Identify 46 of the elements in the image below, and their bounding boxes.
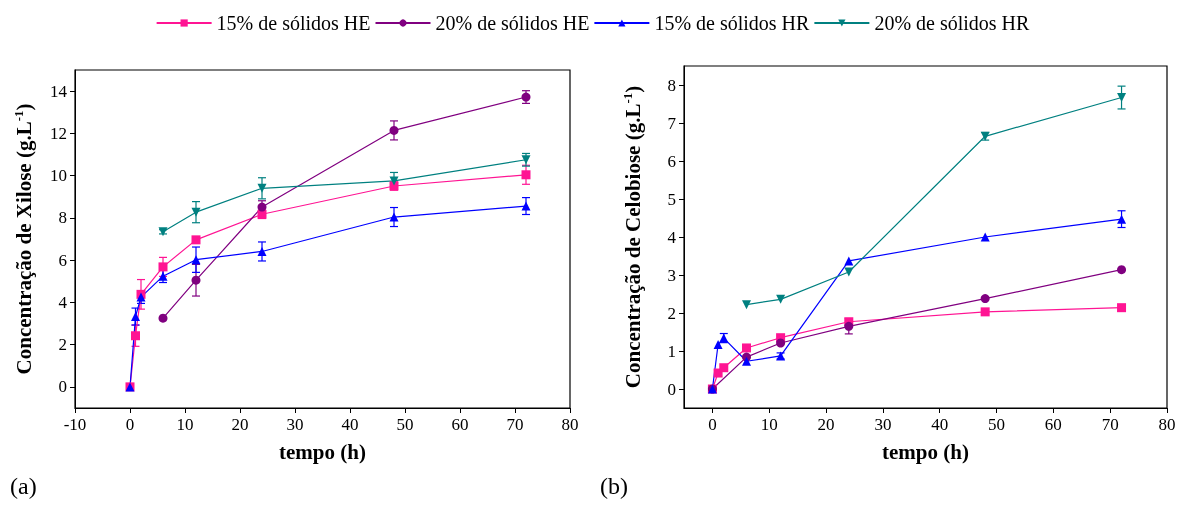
x-tick-label: 60 [1044,415,1062,434]
y-tick-label: 10 [50,166,67,186]
y-tick-label: 7 [667,113,677,133]
x-tick-label: 0 [708,415,717,434]
x-tick-label: 80 [561,415,579,434]
text: (b) [600,473,628,499]
legend-label: 15% de sólidos HE [216,12,371,34]
x-tick-label: 80 [1158,415,1176,434]
x-tick-label: 60 [451,415,469,434]
x-tick-label: 0 [125,415,135,434]
x-tick-label: 30 [286,415,304,434]
y-tick-label: 12 [50,123,67,143]
y-tick-label: 0 [667,379,676,399]
x-axis-title: tempo (h) [279,439,366,464]
x-tick-label: 50 [988,415,1006,434]
legend-label: 20% de sólidos HR [874,12,1031,34]
x-tick-label: 40 [931,415,949,434]
x-tick-label: 20 [231,415,249,434]
y-tick-label: 4 [667,227,677,247]
x-axis-title: tempo (h) [882,439,969,464]
x-tick-label: 50 [396,415,414,434]
y-tick-label: 6 [58,250,67,270]
y-tick-label: 2 [58,335,67,355]
y-tick-label: 0 [58,377,67,397]
legend-label: 20% de sólidos HE [435,12,590,34]
y-axis-title: Concentração de Celobiose (g.L-1) [620,85,645,389]
x-tick-label: 30 [874,415,892,434]
text: (a) [10,473,37,499]
y-tick-label: 14 [50,81,68,101]
y-tick-label: 6 [667,151,676,171]
y-tick-label: 1 [667,341,676,361]
x-tick-label: 10 [176,415,194,434]
y-tick-label: 4 [58,292,68,312]
y-axis-title: Concentração de Xilose (g.L-1) [11,103,36,375]
x-tick-label: 40 [341,415,359,434]
y-tick-label: 8 [58,208,67,228]
x-tick-label: -10 [63,415,87,434]
y-tick-label: 2 [667,303,676,323]
y-tick-label: 3 [667,265,676,285]
x-tick-label: 10 [760,415,778,434]
legend-label: 15% de sólidos HR [654,12,811,34]
x-tick-label: 20 [817,415,835,434]
x-tick-label: 70 [1101,415,1119,434]
x-tick-label: 70 [506,415,524,434]
y-tick-label: 5 [667,189,676,209]
y-tick-label: 8 [667,75,676,95]
